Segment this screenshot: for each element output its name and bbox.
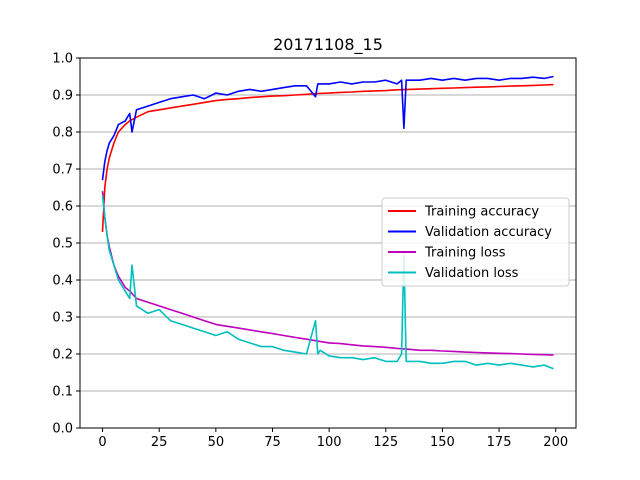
x-tick-label: 125 [373, 435, 398, 450]
x-tick-label: 25 [151, 435, 168, 450]
y-tick-label: 0.3 [52, 311, 73, 326]
series-line-validation-accuracy [101, 75, 554, 181]
x-tick-label: 150 [430, 435, 455, 450]
chart-title: 20171108_15 [273, 35, 383, 55]
x-tick-label: 75 [264, 435, 281, 450]
series-line-training-loss [101, 191, 554, 356]
legend-label: Validation loss [425, 266, 519, 281]
legend-label: Validation accuracy [425, 225, 552, 240]
y-tick-label: 0.9 [52, 89, 73, 104]
legend: Training accuracy Validation accuracy Trai… [381, 197, 570, 287]
series-layer [101, 75, 554, 370]
x-tick-label: 175 [487, 435, 512, 450]
x-tick-label: 200 [543, 435, 568, 450]
axis-ticks: 0.0 0.1 0.2 0.3 0.4 0.5 0.6 0.7 0.8 0.9 1.0 0 25 50 75… [52, 52, 568, 451]
legend-box [381, 197, 570, 287]
x-tick-label: 0 [98, 435, 106, 450]
y-tick-label: 1.0 [52, 52, 73, 67]
legend-label: Training loss [424, 246, 506, 261]
series-line-validation-loss [101, 194, 554, 370]
x-tick-label: 100 [317, 435, 342, 450]
y-tick-label: 0.7 [52, 163, 73, 178]
y-tick-label: 0.4 [52, 274, 73, 289]
y-tick-label: 0.8 [52, 126, 73, 141]
legend-label: Training accuracy [424, 205, 539, 220]
y-tick-label: 0.2 [52, 348, 73, 363]
series-line-training-accuracy [101, 83, 554, 232]
y-tick-label: 0.5 [52, 237, 73, 252]
y-tick-label: 0.1 [52, 385, 73, 400]
x-tick-label: 50 [208, 435, 225, 450]
y-tick-label: 0.6 [52, 200, 73, 215]
y-tick-label: 0.0 [52, 422, 73, 437]
